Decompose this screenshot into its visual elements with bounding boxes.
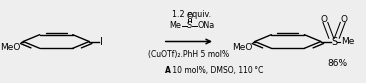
Text: I: I <box>100 37 102 46</box>
Text: (CuOTf)₂.PhH 5 mol%: (CuOTf)₂.PhH 5 mol% <box>148 50 229 59</box>
Text: S: S <box>331 37 337 46</box>
Text: S: S <box>187 21 192 30</box>
Text: O: O <box>320 15 327 24</box>
Text: O: O <box>341 15 348 24</box>
Text: 10 mol%, DMSO, 110 °C: 10 mol%, DMSO, 110 °C <box>170 66 263 75</box>
Text: 1.2 equiv.: 1.2 equiv. <box>172 10 212 19</box>
Text: Me: Me <box>341 37 354 46</box>
Text: MeO: MeO <box>0 43 21 52</box>
Text: 86%: 86% <box>328 59 348 68</box>
Text: O: O <box>187 12 193 21</box>
Text: A: A <box>165 66 171 75</box>
Text: ONa: ONa <box>197 21 214 30</box>
Text: MeO: MeO <box>232 43 253 52</box>
Text: Me: Me <box>169 21 181 30</box>
